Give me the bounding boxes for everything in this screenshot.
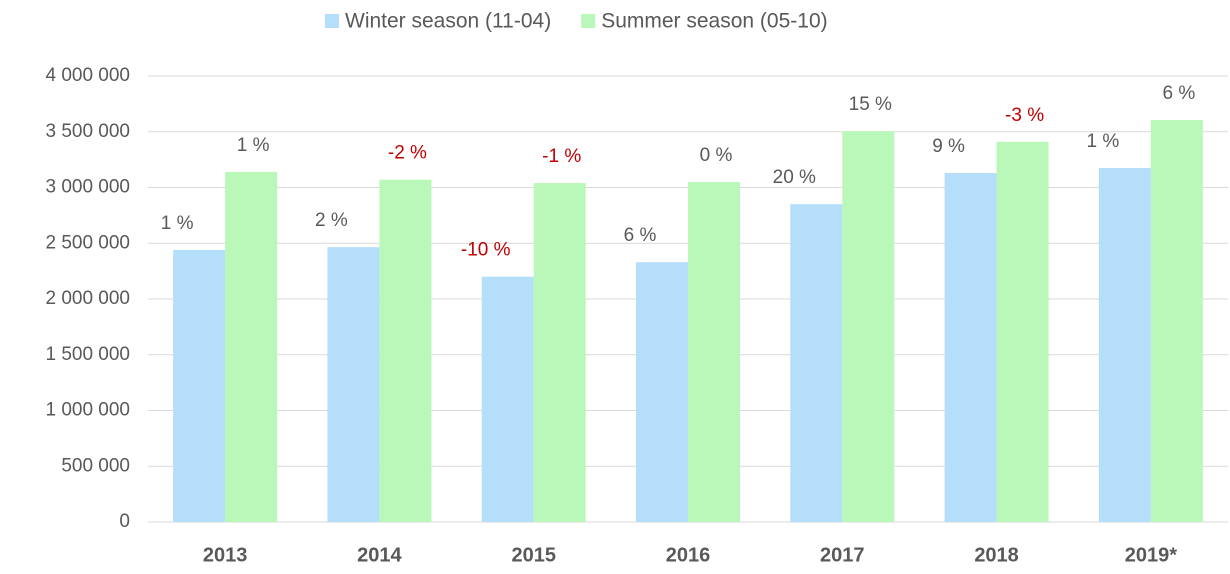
x-tick-label: 2014 (357, 544, 402, 566)
bar (790, 204, 843, 522)
x-tick-label: 2016 (666, 544, 711, 566)
change-label: -10 % (461, 240, 511, 261)
change-label: 6 % (1162, 83, 1195, 104)
bar (173, 249, 226, 522)
x-tick-label: 2017 (820, 544, 865, 566)
legend-label: Winter season (11-04) (345, 10, 551, 33)
bar (944, 173, 997, 522)
change-label: 15 % (849, 94, 892, 115)
change-label: 1 % (237, 135, 270, 156)
change-label: 20 % (773, 167, 816, 188)
x-tick-label: 2015 (511, 544, 556, 566)
change-label: -3 % (1005, 105, 1044, 126)
bar (636, 262, 688, 522)
bar (379, 179, 432, 522)
y-tick-label: 2 000 000 (45, 288, 130, 309)
change-label: -1 % (542, 146, 581, 167)
change-label: 1 % (1086, 131, 1119, 152)
bar (481, 276, 534, 522)
bar (688, 181, 740, 523)
x-tick-label: 2018 (974, 544, 1019, 566)
y-tick-label: 0 (119, 511, 130, 532)
legend-swatch (325, 14, 339, 28)
bar (533, 183, 586, 523)
y-tick-label: 1 500 000 (45, 344, 130, 365)
change-label: 2 % (315, 210, 348, 231)
x-tick-label: 2013 (203, 544, 248, 566)
bar (225, 171, 278, 522)
bar (1150, 120, 1203, 522)
bar (842, 131, 895, 522)
bar (327, 247, 380, 522)
change-label: -2 % (388, 143, 427, 164)
change-label: 6 % (624, 225, 657, 246)
x-tick-label: 2019* (1125, 544, 1177, 566)
change-label: 9 % (932, 136, 965, 157)
y-tick-label: 3 500 000 (45, 121, 130, 142)
legend-label: Summer season (05-10) (601, 10, 827, 33)
y-tick-label: 1 000 000 (45, 400, 130, 421)
legend-swatch (581, 14, 596, 28)
y-tick-label: 3 000 000 (45, 177, 130, 198)
y-tick-label: 500 000 (61, 455, 130, 476)
change-label: 0 % (700, 145, 733, 166)
change-label: 1 % (161, 213, 194, 234)
y-tick-label: 2 500 000 (45, 232, 130, 253)
y-tick-label: 4 000 000 (45, 65, 130, 86)
bar (1098, 167, 1151, 523)
bar (996, 141, 1049, 522)
